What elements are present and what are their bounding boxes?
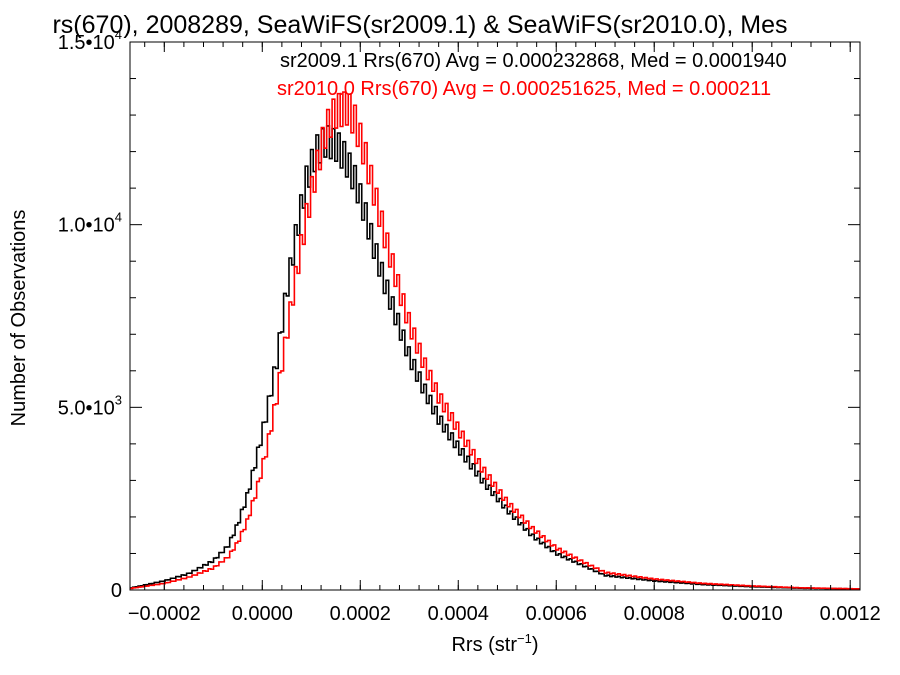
x-tick-label: 0.0000 (232, 603, 293, 625)
series-annotation-sr2009: sr2009.1 Rrs(670) Avg = 0.000232868, Med… (280, 50, 787, 72)
x-tick-label: 0.0012 (820, 603, 881, 625)
x-axis-label-exponent: −1 (517, 631, 532, 646)
x-tick-label: 0.0010 (722, 603, 783, 625)
x-axis-label-close: ) (532, 634, 539, 656)
y-axis-label: Number of Observations (8, 210, 30, 427)
chart-title: rs(670), 2008289, SeaWiFS(sr2009.1) & Se… (52, 11, 787, 39)
y-tick-label: 1.5•104 (58, 27, 122, 54)
x-tick-label: 0.0002 (330, 603, 391, 625)
y-tick-label: 1.0•104 (58, 210, 122, 237)
y-tick-label: 0 (111, 580, 122, 602)
x-tick-label: 0.0004 (428, 603, 489, 625)
x-tick-label: −0.0002 (128, 603, 201, 625)
x-axis-label: Rrs (str−1) (451, 631, 538, 656)
x-axis-label-main: Rrs (str (451, 634, 517, 656)
histogram-series-sr2009.1 (130, 125, 860, 590)
axis-ticks: −0.0002 0.0000 0.0002 0.0004 0.0006 0.0008 0.0… (58, 27, 881, 625)
x-tick-label: 0.0006 (526, 603, 587, 625)
plot-frame (129, 41, 861, 591)
y-tick-label: 5.0•103 (58, 392, 122, 419)
x-tick-label: 0.0008 (624, 603, 685, 625)
histogram-series-sr2010.0 (130, 91, 860, 590)
series-layer (130, 91, 860, 590)
series-annotation-sr2010: sr2010.0 Rrs(670) Avg = 0.000251625, Med… (277, 78, 771, 100)
